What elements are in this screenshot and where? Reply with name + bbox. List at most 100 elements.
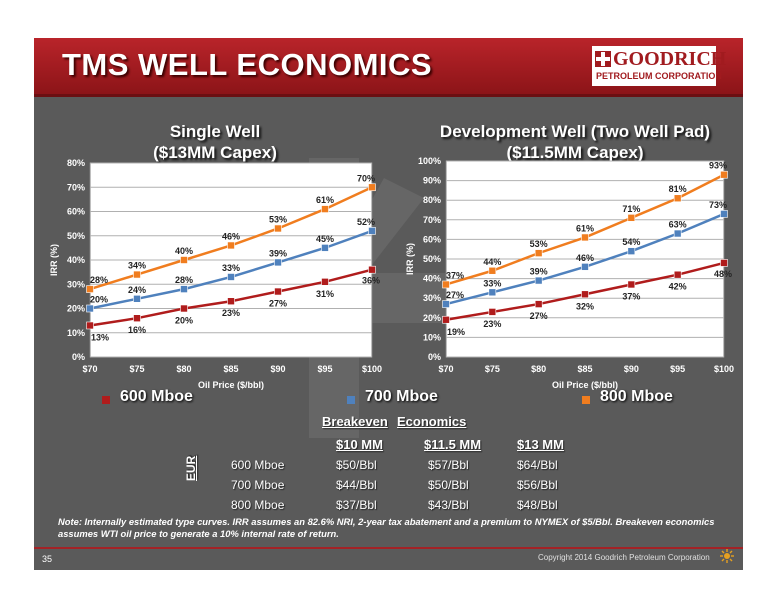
data-label: 61% (576, 223, 594, 233)
data-label: 27% (446, 290, 464, 300)
page-number: 35 (42, 554, 53, 564)
y-tick-label: 100% (418, 156, 441, 166)
data-label: 31% (316, 289, 334, 299)
data-point (627, 214, 636, 222)
legend-700-swatch (347, 396, 355, 404)
data-label: 40% (175, 246, 193, 256)
breakeven-row-label: 700 Mboe (231, 478, 285, 492)
data-label: 70% (357, 173, 375, 183)
data-point (442, 315, 450, 324)
legend-600-label: 600 Mboe (120, 388, 193, 405)
y-tick-label: 30% (423, 293, 441, 303)
legend-800-label: 800 Mboe (600, 388, 673, 405)
y-tick-label: 0% (72, 352, 85, 362)
data-point (274, 258, 282, 267)
breakeven-cell: $44/Bbl (336, 478, 377, 492)
data-label: 32% (576, 301, 594, 311)
data-point (180, 285, 188, 293)
data-label: 54% (622, 237, 640, 247)
data-point (442, 300, 450, 308)
legend-700-label: 700 Mboe (365, 388, 438, 405)
data-point (627, 247, 636, 255)
breakeven-cell: $56/Bbl (517, 478, 558, 492)
y-tick-label: 50% (423, 254, 441, 264)
breakeven-heading-1: Breakeven (322, 414, 388, 429)
legend-600-swatch (102, 396, 110, 404)
x-tick-label: $80 (176, 364, 191, 374)
y-tick-label: 60% (67, 207, 85, 217)
slide-title: TMS WELL ECONOMICS (62, 47, 433, 82)
y-tick-label: 10% (423, 332, 441, 342)
data-label: 27% (530, 311, 548, 321)
x-tick-label: $75 (485, 364, 500, 374)
footer-divider (34, 547, 743, 549)
data-label: 53% (269, 214, 287, 224)
data-label: 39% (269, 248, 287, 258)
data-label: 13% (91, 332, 109, 342)
data-point (442, 280, 450, 289)
data-label: 73% (709, 200, 727, 210)
data-point (534, 300, 543, 308)
breakeven-row-label: 800 Mboe (231, 498, 285, 512)
x-tick-label: $80 (531, 364, 546, 374)
data-point (227, 273, 235, 281)
data-label: 52% (357, 217, 375, 227)
data-label: 23% (483, 319, 501, 329)
data-point (133, 270, 141, 279)
data-label: 53% (530, 239, 548, 249)
data-label: 33% (222, 263, 240, 273)
y-tick-label: 10% (67, 328, 85, 338)
legend-800-swatch (582, 396, 590, 404)
x-axis-title: Oil Price ($/bbl) (198, 380, 264, 390)
chart2-title-line2: ($11.5MM Capex) (506, 143, 644, 162)
y-tick-label: 20% (423, 313, 441, 323)
data-label: 44% (483, 257, 501, 267)
x-tick-label: $90 (270, 364, 285, 374)
breakeven-cell: $48/Bbl (517, 498, 558, 512)
data-label: 20% (90, 295, 108, 305)
slide: TMS WELL ECONOMICS GOODRICH PETROLEUM CO… (34, 38, 743, 570)
breakeven-row-label: 600 Mboe (231, 458, 285, 472)
breakeven-cell: $37/Bbl (336, 498, 377, 512)
data-label: 63% (669, 220, 687, 230)
data-point (488, 266, 497, 275)
data-point (274, 224, 282, 233)
breakeven-heading-2: Economics (397, 414, 467, 429)
x-axis-title: Oil Price ($/bbl) (552, 380, 618, 390)
breakeven-cell: $57/Bbl (428, 458, 469, 472)
breakeven-cell: $50/Bbl (336, 458, 377, 472)
breakeven-cell: $64/Bbl (517, 458, 558, 472)
data-label: 46% (576, 253, 594, 263)
chart1-title: Single Well ($13MM Capex) (120, 121, 310, 163)
x-tick-label: $85 (223, 364, 238, 374)
breakeven-col-1: $10 MM (336, 437, 383, 452)
data-point (673, 270, 682, 279)
x-tick-label: $75 (129, 364, 144, 374)
data-label: 28% (90, 275, 108, 285)
y-tick-label: 80% (67, 158, 85, 168)
y-tick-label: 90% (423, 176, 441, 186)
x-tick-label: $95 (670, 364, 685, 374)
data-point (673, 229, 682, 238)
chart-single-well: 0% 10% 20% 30% 40% 50% 60% 70% 80% $70 $75 $80 $85 $9… (49, 158, 382, 390)
data-label: 93% (709, 161, 727, 171)
data-point (227, 241, 235, 250)
chart1-title-line2: ($13MM Capex) (153, 143, 277, 162)
chart2-title: Development Well (Two Well Pad) ($11.5MM… (420, 121, 730, 163)
data-label: 27% (269, 299, 287, 309)
y-tick-label: 20% (67, 304, 85, 314)
data-point (274, 287, 282, 296)
breakeven-col-2: $11.5 MM (424, 437, 482, 452)
data-point (180, 304, 188, 313)
logo-emblem-icon (595, 51, 611, 67)
data-label: 61% (316, 195, 334, 205)
data-point (673, 194, 682, 203)
x-tick-label: $70 (438, 364, 453, 374)
eur-axis-label: EUR (184, 455, 198, 481)
y-axis-title: IRR (%) (49, 244, 59, 276)
data-label: 71% (622, 204, 640, 214)
data-point (720, 210, 728, 218)
data-point (133, 314, 141, 322)
breakeven-cell: $50/Bbl (428, 478, 469, 492)
data-point (368, 227, 376, 235)
